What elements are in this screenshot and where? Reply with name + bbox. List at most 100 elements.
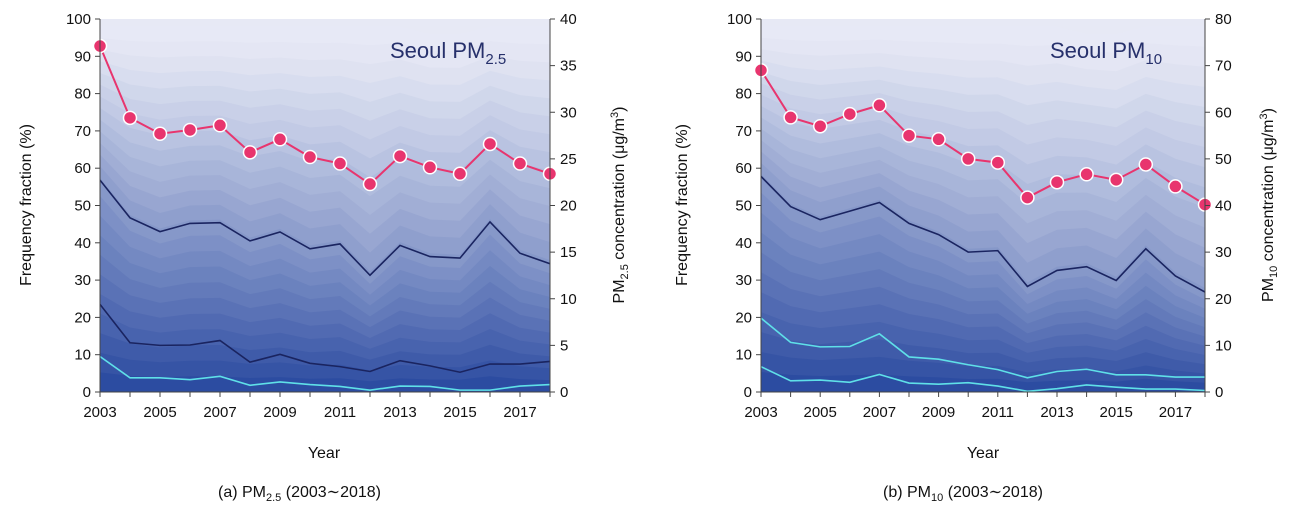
- mean-point-2017: [1168, 179, 1183, 194]
- x-axis-label: Year: [308, 445, 341, 462]
- frequency-lines: [100, 179, 550, 391]
- frequency-line-1: [100, 355, 550, 391]
- right-tick-label: 0: [1215, 384, 1223, 401]
- mean-point-2013: [1049, 174, 1065, 190]
- right-tick-label: 60: [1215, 104, 1232, 121]
- mean-concentration-series: [92, 38, 558, 192]
- mean-concentration-line: [760, 69, 1206, 206]
- right-tick-label: 30: [560, 104, 577, 121]
- mean-point-2006: [842, 106, 858, 122]
- mean-point-2015: [452, 166, 468, 182]
- x-tick-label: 2003: [83, 404, 116, 421]
- frequency-bands: [100, 19, 550, 392]
- frequency-line-3: [761, 175, 1205, 293]
- x-axis-ticks: 2003 2005 2007 2009 2011 2013 2015 2017: [83, 391, 551, 421]
- x-tick-label: 2011: [982, 404, 1014, 421]
- mean-point-2014: [1079, 167, 1094, 182]
- mean-point-2014: [422, 160, 438, 175]
- chart-title: Seoul PM10: [1050, 38, 1162, 68]
- frequency-bands: [761, 19, 1205, 392]
- x-tick-label: 2007: [863, 404, 896, 421]
- left-tick-label: 40: [74, 235, 91, 252]
- mean-point-2007: [212, 118, 228, 133]
- mean-point-2012: [362, 176, 378, 192]
- left-tick-label: 0: [83, 384, 91, 401]
- left-tick-label: 0: [744, 384, 752, 401]
- right-tick-label: 30: [1215, 244, 1232, 261]
- mean-point-2015: [1108, 172, 1124, 188]
- x-tick-label: 2011: [324, 404, 356, 421]
- mean-point-2012: [1020, 190, 1035, 205]
- frequency-line-1: [761, 365, 1205, 392]
- left-axis-ticks: 0 10 20 30 40 50 60 70 80 90 100: [727, 11, 762, 401]
- x-tick-label: 2009: [922, 404, 955, 421]
- mean-point-2017: [512, 156, 528, 171]
- mean-point-2011: [990, 155, 1006, 170]
- right-tick-label: 0: [560, 384, 568, 401]
- left-axis-label: Frequency fraction (%): [18, 124, 35, 286]
- x-tick-label: 2013: [1040, 404, 1073, 421]
- right-tick-label: 20: [560, 198, 577, 215]
- chart-pm10: 0 10 20 30 40 50 60 70 80 90 100 0 10 20 30 40 50 60 70 80…: [674, 11, 1280, 462]
- left-tick-label: 30: [74, 272, 91, 289]
- left-tick-label: 20: [74, 309, 91, 326]
- right-tick-label: 40: [1215, 198, 1232, 215]
- x-tick-label: 2005: [143, 404, 176, 421]
- caption-a: (a) PM2.5 (2003∼2018): [218, 484, 381, 505]
- right-tick-label: 70: [1215, 58, 1232, 75]
- mean-point-2016: [1138, 157, 1154, 172]
- right-tick-label: 10: [560, 291, 577, 308]
- mean-point-2009: [931, 132, 946, 147]
- left-tick-label: 100: [727, 11, 752, 28]
- x-tick-label: 2005: [804, 404, 837, 421]
- left-tick-label: 40: [735, 235, 752, 252]
- left-tick-label: 10: [735, 347, 752, 364]
- left-tick-label: 90: [74, 48, 91, 65]
- left-tick-label: 20: [735, 309, 752, 326]
- left-tick-label: 60: [735, 160, 752, 177]
- mean-point-2010: [302, 149, 318, 165]
- mean-point-2006: [182, 122, 198, 138]
- x-tick-label: 2013: [383, 404, 416, 421]
- right-axis-label: PM10 concentration (μg/m3): [1258, 108, 1280, 302]
- left-axis-label: Frequency fraction (%): [674, 124, 691, 286]
- x-axis-ticks: 2003 2005 2007 2009 2011 2013 2015 2017: [744, 391, 1206, 421]
- left-tick-label: 50: [74, 198, 91, 215]
- x-tick-label: 2017: [503, 404, 536, 421]
- panel-pm25: 0 10 20 30 40 50 60 70 80 90 100 0 5 10 15 20 25 30 35 40 …: [18, 11, 631, 505]
- left-tick-label: 10: [74, 347, 91, 364]
- right-tick-label: 5: [560, 337, 568, 354]
- mean-point-2008: [901, 128, 917, 143]
- x-axis-label: Year: [967, 445, 1000, 462]
- panel-pm10: 0 10 20 30 40 50 60 70 80 90 100 0 10 20 30 40 50 60 70 80…: [655, 0, 1294, 516]
- left-tick-label: 70: [735, 123, 752, 140]
- mean-concentration-series: [753, 63, 1213, 212]
- mean-point-2004: [783, 110, 798, 125]
- mean-concentration-line: [99, 45, 551, 186]
- mean-point-2007: [872, 98, 887, 113]
- right-tick-label: 80: [1215, 11, 1232, 28]
- caption-b: (b) PM10 (2003∼2018): [883, 484, 1043, 505]
- left-tick-label: 30: [735, 272, 752, 289]
- right-tick-label: 50: [1215, 151, 1232, 168]
- right-tick-label: 40: [560, 11, 577, 28]
- mean-point-2005: [812, 118, 828, 134]
- left-tick-label: 80: [735, 86, 752, 103]
- mean-point-2011: [332, 156, 348, 171]
- mean-point-2013: [392, 148, 408, 164]
- right-tick-label: 15: [560, 244, 577, 261]
- right-tick-label: 10: [1215, 337, 1232, 354]
- frequency-lines: [761, 175, 1205, 392]
- left-axis-ticks: 0 10 20 30 40 50 60 70 80 90 100: [66, 11, 101, 401]
- x-tick-label: 2007: [203, 404, 236, 421]
- x-tick-label: 2009: [263, 404, 296, 421]
- frequency-line-3: [100, 179, 550, 277]
- left-tick-label: 70: [74, 123, 91, 140]
- left-tick-label: 60: [74, 160, 91, 177]
- x-tick-label: 2015: [1100, 404, 1133, 421]
- mean-point-2004: [122, 110, 138, 126]
- right-tick-label: 25: [560, 151, 577, 168]
- mean-point-2010: [960, 151, 976, 167]
- right-axis-label: PM2.5 concentration (μg/m3): [609, 107, 631, 304]
